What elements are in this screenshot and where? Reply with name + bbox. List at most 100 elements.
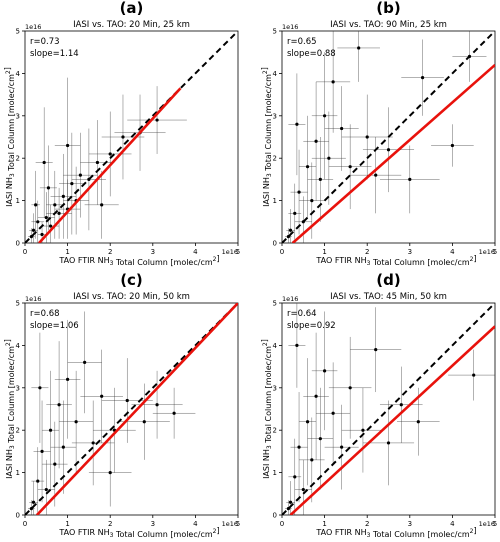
data-point <box>316 31 351 133</box>
y-tick-label: 3 <box>16 384 20 392</box>
point-marker <box>331 411 335 415</box>
data-point <box>29 213 38 243</box>
data-point <box>50 400 77 494</box>
data-point <box>341 94 393 180</box>
point-marker <box>420 76 425 80</box>
data-point <box>71 400 115 486</box>
x-tick-label: 4 <box>193 248 198 256</box>
point-marker <box>155 403 159 407</box>
y-tick-label: 3 <box>16 112 20 120</box>
data-point <box>31 332 49 443</box>
point-marker <box>95 160 100 165</box>
point-marker <box>318 177 322 181</box>
point-marker <box>40 449 44 453</box>
point-marker <box>57 211 61 215</box>
point-marker <box>293 211 297 215</box>
data-point <box>88 111 132 197</box>
point-marker <box>314 139 318 143</box>
x-tick-label: 3 <box>151 520 155 528</box>
x-tick-label: 5 <box>236 248 240 256</box>
point-marker <box>293 475 297 479</box>
point-marker <box>100 394 104 398</box>
point-marker <box>70 182 74 186</box>
point-marker <box>340 126 344 131</box>
point-marker <box>374 348 378 352</box>
point-marker <box>121 135 125 139</box>
data-point <box>127 86 187 154</box>
point-marker <box>288 228 293 232</box>
data-point <box>118 383 170 460</box>
point-marker <box>48 224 53 228</box>
point-marker <box>66 377 70 381</box>
x-tick-label: 3 <box>408 520 412 528</box>
point-marker <box>361 428 365 432</box>
point-marker <box>31 500 36 504</box>
point-marker <box>295 343 299 347</box>
point-marker <box>108 152 112 156</box>
data-point <box>37 459 55 515</box>
x-tick-label: 2 <box>365 248 369 256</box>
data-point <box>63 132 98 218</box>
y-tick-label: 1 <box>273 469 277 477</box>
point-marker <box>42 160 46 165</box>
data-point <box>88 438 132 507</box>
point-marker <box>348 165 352 169</box>
x-axis-label: TAO FTIR NH3 Total Column [molec/cm2] <box>58 526 219 539</box>
y-multiplier: 1e16 <box>282 23 298 31</box>
point-marker <box>348 386 352 390</box>
y-multiplier: 1e16 <box>282 295 298 303</box>
data-point <box>288 303 306 388</box>
point-marker <box>36 479 40 483</box>
data-point <box>324 404 359 490</box>
y-tick-label: 0 <box>273 512 277 520</box>
data-point <box>39 145 57 231</box>
data-point <box>448 349 495 401</box>
y-tick-label: 3 <box>273 384 277 392</box>
point-marker <box>318 437 322 441</box>
point-marker <box>340 445 344 449</box>
y-multiplier: 1e16 <box>25 295 41 303</box>
data-point <box>379 366 423 443</box>
y-axis-label: IASI NH3 Total Column [molec/cm2] <box>3 67 16 207</box>
data-point <box>84 170 119 239</box>
y-tick-label: 1 <box>16 197 20 205</box>
slope-annotation: slope=0.92 <box>287 321 336 331</box>
data-point <box>328 336 372 439</box>
point-marker <box>155 118 159 122</box>
chart-panel-1: (a) IASI vs. TAO: 20 Min, 25 km 0 1 2 3 4 5 0 1 2 3… <box>3 0 240 267</box>
point-marker <box>331 80 335 84</box>
x-multiplier: 1e16 <box>479 520 495 528</box>
data-point <box>431 124 474 167</box>
one-to-one-line <box>282 31 495 243</box>
point-marker <box>142 420 146 424</box>
data-point <box>80 349 123 443</box>
data-point <box>328 124 372 210</box>
point-marker <box>57 403 61 407</box>
point-marker <box>310 458 314 462</box>
data-point <box>54 77 81 214</box>
x-tick-label: 0 <box>280 520 284 528</box>
y-tick-label: 5 <box>273 300 277 308</box>
plot-marks <box>282 303 495 515</box>
point-marker <box>310 199 314 203</box>
x-tick-label: 1 <box>65 248 69 256</box>
slope-annotation: slope=1.06 <box>30 321 79 331</box>
point-marker <box>91 441 95 445</box>
data-point <box>80 120 115 205</box>
point-marker <box>40 232 44 237</box>
point-marker <box>386 441 391 445</box>
x-tick-label: 1 <box>65 520 69 528</box>
point-marker <box>301 487 305 492</box>
panel-label: (c) <box>120 271 143 289</box>
y-tick-label: 4 <box>16 70 21 78</box>
point-marker <box>74 420 78 424</box>
x-axis-label: TAO FTIR NH3 Total Column [molec/cm2] <box>315 254 476 267</box>
slope-annotation: slope=0.88 <box>287 49 336 59</box>
y-tick-label: 2 <box>273 155 277 163</box>
point-marker <box>399 403 403 407</box>
chart-title: IASI vs. TAO: 45 Min, 50 km <box>330 292 447 302</box>
one-to-one-line <box>282 303 495 515</box>
point-marker <box>357 46 361 50</box>
y-tick-label: 3 <box>273 112 277 120</box>
